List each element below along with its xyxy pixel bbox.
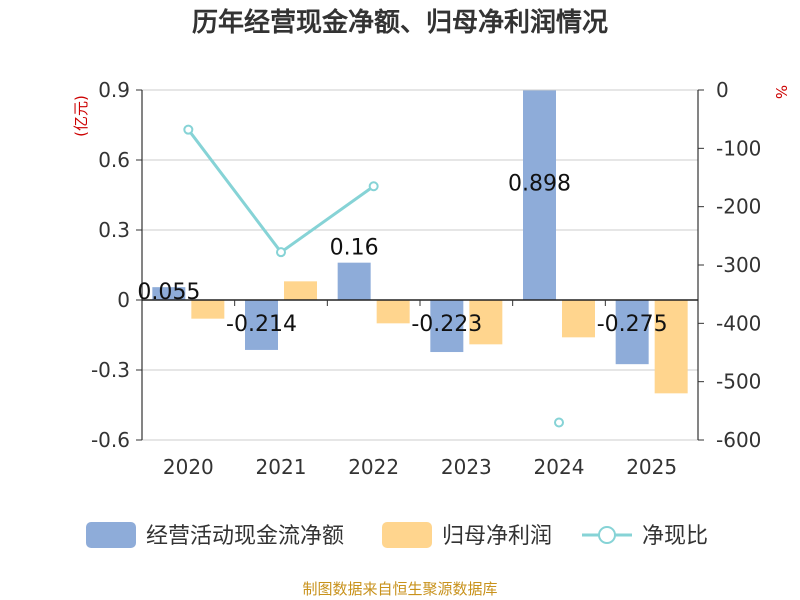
right-tick-label: -100 — [716, 136, 761, 160]
cashflow-data-label: -0.275 — [597, 312, 668, 337]
x-tick-label: 2021 — [256, 455, 307, 479]
left-tick-label: 0.3 — [98, 218, 130, 242]
ratio-line — [187, 128, 375, 255]
cashflow-data-label: 0.898 — [508, 171, 571, 196]
cashflow-data-label: 0.055 — [137, 280, 200, 305]
right-unit-label: % — [772, 85, 790, 99]
x-tick-label: 2020 — [163, 455, 214, 479]
source-footer: 制图数据来自恒生聚源数据库 — [302, 580, 498, 598]
ratio-point — [368, 181, 379, 192]
legend: 经营活动现金流净额 归母净利润 净现比 — [86, 522, 708, 549]
cashflow-bar — [245, 300, 278, 350]
left-tick-label: -0.3 — [91, 358, 130, 382]
profit-bar — [469, 300, 503, 345]
right-tick-label: -400 — [716, 311, 761, 335]
cashflow-data-label: -0.223 — [411, 312, 482, 337]
right-tick-label: -200 — [716, 195, 761, 219]
cashflow-data-label: 0.16 — [330, 236, 379, 261]
legend-label-profit: 归母净利润 — [442, 524, 552, 549]
bars — [152, 90, 688, 394]
x-tick-label: 2024 — [534, 455, 585, 479]
cashflow-bar — [615, 300, 649, 365]
ratio-point — [183, 124, 194, 135]
left-unit-label: (亿元) — [72, 95, 90, 137]
profit-bar — [562, 300, 595, 338]
cashflow-bar — [337, 262, 371, 300]
x-tick-label: 2022 — [348, 455, 399, 479]
left-tick-label: 0.9 — [98, 78, 130, 102]
right-tick-label: -500 — [716, 370, 761, 394]
left-tick-label: 0.6 — [98, 148, 130, 172]
legend-swatch-cashflow — [86, 522, 136, 548]
ratio-point — [276, 247, 286, 258]
left-tick-label: 0 — [117, 288, 130, 312]
axes — [136, 89, 704, 441]
legend-swatch-profit — [382, 522, 432, 548]
ratio-point — [554, 417, 564, 428]
x-tick-label: 2023 — [441, 455, 492, 479]
grid — [142, 89, 698, 441]
ticks: 0.9 0.6 0.3 0 -0.3 -0.6 0 -100 -200 -300 -400 -500 -… — [72, 78, 790, 479]
data-labels: 0.055 -0.214 0.16 -0.223 0.898 -0.275 — [137, 171, 667, 337]
cashflow-data-label: -0.214 — [226, 312, 297, 337]
legend-label-cashflow: 经营活动现金流净额 — [146, 524, 344, 549]
profit-bar — [191, 300, 225, 319]
right-tick-label: -600 — [716, 428, 761, 452]
right-tick-label: 0 — [716, 78, 729, 102]
legend-swatch-ratio-point — [598, 526, 616, 544]
left-tick-label: -0.6 — [91, 428, 130, 452]
line-series — [183, 124, 564, 428]
profit-bar — [376, 300, 410, 324]
right-tick-label: -300 — [716, 253, 761, 277]
x-tick-label: 2025 — [626, 455, 677, 479]
profit-bar — [654, 300, 688, 394]
cashflow-bar — [152, 287, 186, 300]
cashflow-bar — [430, 300, 464, 353]
cashflow-bar — [523, 90, 556, 300]
profit-bar — [284, 281, 317, 300]
chart-title: 历年经营现金净额、归母净利润情况 — [191, 8, 608, 38]
legend-label-ratio: 净现比 — [642, 524, 708, 549]
